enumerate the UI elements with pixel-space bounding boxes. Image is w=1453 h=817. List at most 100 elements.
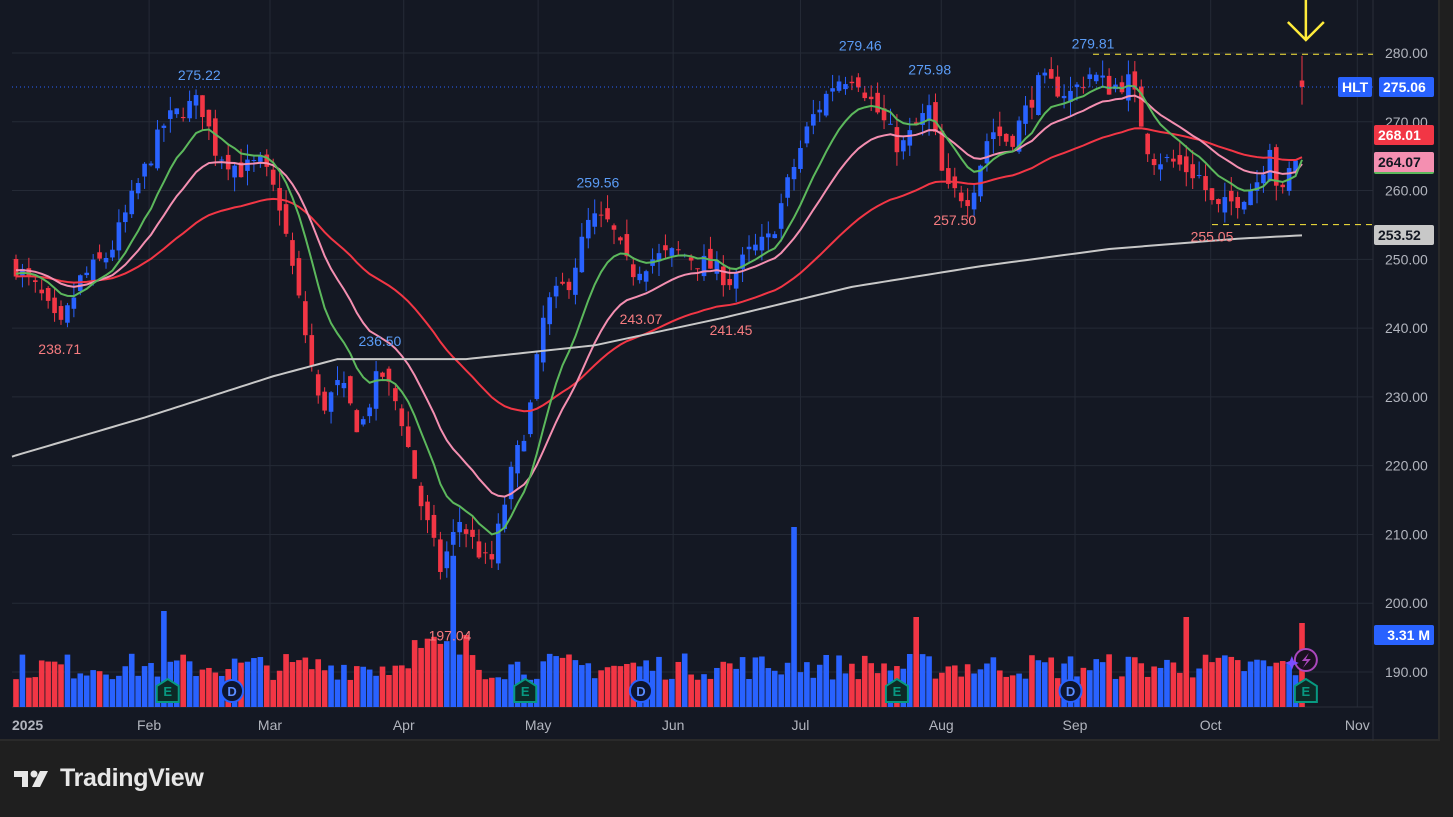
volume-bar	[874, 673, 881, 707]
ma50-value-badge: 268.01	[1374, 125, 1434, 145]
volume-bar	[939, 672, 945, 707]
y-tick-label: 280.00	[1385, 45, 1428, 61]
candle-body	[881, 108, 887, 121]
volume-bar	[1170, 662, 1177, 707]
candle-body	[753, 244, 758, 251]
candle-body	[58, 306, 64, 320]
volume-bar	[77, 673, 84, 707]
volume-bar	[688, 674, 694, 707]
candle-body	[708, 248, 713, 269]
candle-body	[830, 88, 835, 92]
candle-body	[322, 391, 327, 411]
volume-bar	[855, 679, 862, 707]
tradingview-logo[interactable]: TradingView	[14, 764, 204, 793]
volume-bar	[199, 669, 206, 707]
candle-body	[1087, 74, 1093, 79]
volume-bar	[424, 638, 431, 707]
earnings-event-icon[interactable]: E	[155, 677, 180, 703]
volume-bar	[186, 661, 193, 707]
candle-body	[926, 105, 932, 121]
candle-body	[714, 260, 720, 274]
candle-body	[1235, 197, 1240, 209]
volume-bar	[1209, 662, 1215, 707]
volume-bar	[1138, 663, 1145, 707]
volume-bar	[399, 665, 405, 707]
y-tick-label: 210.00	[1385, 526, 1428, 542]
earnings-event-icon[interactable]: E	[513, 677, 538, 703]
volume-bar	[1157, 667, 1164, 707]
price-annotation: 259.56	[577, 175, 620, 191]
volume-bar	[1273, 662, 1280, 707]
y-tick-label: 230.00	[1385, 389, 1428, 405]
candle-body	[290, 240, 295, 266]
x-tick-label: Mar	[258, 717, 282, 733]
candle-body	[1299, 80, 1305, 87]
volume-bar	[1228, 656, 1235, 707]
candle-body	[161, 125, 167, 128]
candle-body	[740, 254, 745, 269]
candle-body	[1048, 69, 1054, 79]
candle-body	[695, 268, 700, 270]
candle-body	[971, 192, 977, 210]
candle-body	[187, 100, 192, 119]
candle-body	[618, 237, 623, 241]
sparkle-icon	[1284, 656, 1299, 670]
candle-body	[309, 335, 315, 367]
volume-bar	[1260, 660, 1267, 707]
event-label: E	[893, 684, 902, 699]
volume-bar	[759, 656, 765, 707]
earnings-event-icon[interactable]: E	[1293, 677, 1318, 703]
volume-bar	[450, 555, 457, 707]
earnings-event-icon[interactable]: E	[884, 677, 909, 703]
candle-body	[721, 266, 726, 286]
volume-bar	[720, 661, 727, 707]
lightning-event-icon[interactable]	[1293, 648, 1318, 672]
candle-body	[965, 200, 970, 207]
candle-body	[540, 317, 546, 363]
price-annotation: 238.71	[38, 341, 81, 357]
dividend-event-icon[interactable]: D	[628, 679, 653, 703]
volume-bar	[26, 677, 32, 707]
candle-body	[798, 148, 803, 169]
volume-bar	[437, 643, 444, 707]
candle-body	[283, 204, 289, 234]
volume-bar	[1125, 656, 1132, 707]
x-tick-label: May	[525, 717, 551, 733]
dividend-event-icon[interactable]: D	[220, 679, 245, 703]
candle-body	[804, 126, 810, 144]
event-label: D	[636, 684, 645, 699]
volume-bar	[1234, 660, 1241, 707]
volume-bar	[810, 677, 817, 707]
candle-body	[1177, 155, 1183, 165]
dividend-event-icon[interactable]: D	[1058, 679, 1083, 703]
volume-bar	[411, 640, 418, 707]
lightning-glyph	[1301, 653, 1311, 668]
candle-body	[367, 407, 372, 417]
y-tick-label: 260.00	[1385, 183, 1428, 199]
volume-bar	[109, 679, 116, 707]
candle-body	[1138, 86, 1144, 127]
volume-bar	[919, 654, 926, 707]
volume-bar	[733, 668, 739, 707]
candle-body	[360, 419, 366, 425]
candle-body	[341, 382, 347, 389]
candle-body	[1248, 189, 1253, 206]
volume-bar	[141, 666, 148, 707]
candle-body	[875, 92, 880, 113]
volume-bar	[926, 656, 932, 707]
candle-body	[142, 163, 147, 177]
volume-bar	[360, 666, 367, 707]
volume-bar	[977, 669, 984, 707]
candle-body	[643, 271, 649, 282]
volume-bar	[180, 654, 186, 707]
volume-bar	[984, 663, 990, 707]
volume-bar	[1035, 660, 1042, 707]
volume-bar	[405, 668, 412, 707]
chart-panel[interactable]	[0, 0, 1440, 741]
candle-body	[193, 95, 199, 106]
event-label: E	[521, 684, 530, 699]
volume-bar	[482, 679, 489, 707]
candle-body	[155, 129, 160, 169]
candle-body	[823, 93, 829, 116]
